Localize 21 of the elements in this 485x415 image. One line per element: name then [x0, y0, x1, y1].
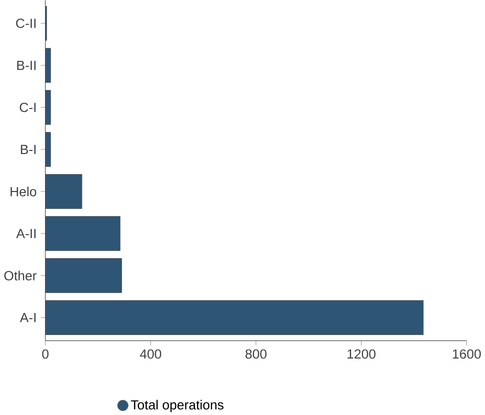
bar [45, 174, 82, 209]
y-tick-label: C-II [16, 18, 36, 28]
bar [45, 258, 122, 293]
x-tick-label: 0 [42, 349, 49, 358]
x-tick-label: 1200 [348, 349, 376, 358]
y-tick-label: Helo [10, 186, 36, 196]
y-tick-label: A-II [16, 228, 36, 238]
y-tick-label: B-II [17, 60, 36, 70]
legend-label: Total operations [130, 400, 224, 412]
bar [45, 132, 51, 167]
x-tick-label: 400 [140, 349, 162, 358]
bar [45, 90, 51, 125]
y-tick-label: C-I [20, 102, 36, 112]
y-tick-label: B-I [20, 144, 36, 154]
x-tick-label: 800 [246, 349, 266, 358]
x-tick-label: 1600 [452, 349, 481, 358]
y-tick-label: Other [4, 270, 37, 280]
bar [45, 300, 424, 335]
bar [45, 48, 51, 83]
y-tick-label: A-I [20, 312, 36, 322]
bar [45, 216, 120, 251]
